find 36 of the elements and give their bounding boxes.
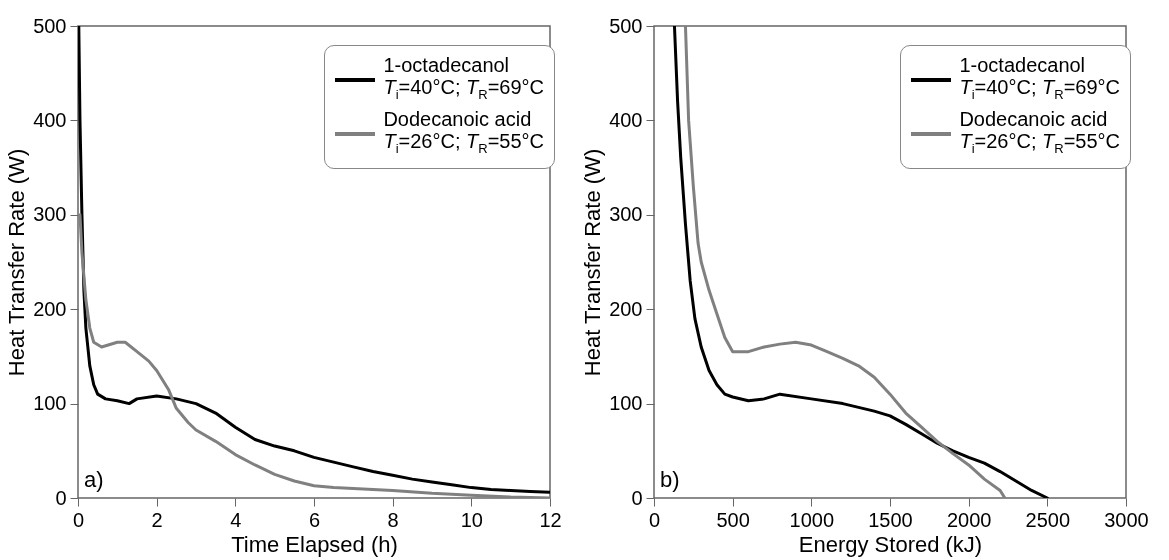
y-tick-label: 500 xyxy=(33,14,67,37)
x-tick-label: 12 xyxy=(539,508,562,531)
legend-label: Dodecanoic acid T$_{i}$=26°C; T$_{R}$=55°C xyxy=(383,108,544,158)
y-tick-label: 0 xyxy=(55,486,67,509)
x-tick-label: 10 xyxy=(460,508,483,531)
y-tick-label: 300 xyxy=(33,203,67,226)
y-tick-label: 200 xyxy=(609,297,643,320)
legend-label: Dodecanoic acid T$_{i}$=26°C; T$_{R}$=55°C xyxy=(959,108,1120,158)
y-axis-title: Heat Transfer Rate (W) xyxy=(4,148,30,377)
x-tick-label: 6 xyxy=(308,508,321,531)
y-tick-label: 400 xyxy=(609,108,643,131)
x-tick-label: 2 xyxy=(151,508,163,531)
y-tick-label: 300 xyxy=(609,203,643,226)
x-tick-label: 500 xyxy=(716,508,750,531)
annotation: a) xyxy=(84,467,104,492)
y-axis-title: Heat Transfer Rate (W) xyxy=(580,148,606,377)
y-tick-label: 400 xyxy=(33,108,67,131)
x-tick-label: 1500 xyxy=(868,508,913,531)
y-tick-label: 100 xyxy=(609,392,643,415)
x-tick-label: 0 xyxy=(648,508,661,531)
x-tick-label: 0 xyxy=(72,508,85,531)
x-tick-label: 2000 xyxy=(946,508,992,531)
legend-label: 1-octadecanol T$_{i}$=40°C; T$_{R}$=69°C xyxy=(383,54,544,104)
y-tick-label: 100 xyxy=(33,392,67,415)
y-tick-label: 0 xyxy=(631,486,643,509)
x-tick-label: 3000 xyxy=(1104,508,1149,531)
annotation: b) xyxy=(660,467,680,492)
x-tick-label: 2500 xyxy=(1025,508,1071,531)
x-tick-label: 4 xyxy=(230,508,242,531)
x-tick-label: 8 xyxy=(387,508,399,531)
y-tick-label: 200 xyxy=(33,297,67,320)
legend-label: 1-octadecanol T$_{i}$=40°C; T$_{R}$=69°C xyxy=(959,54,1120,104)
x-axis-title: Energy Stored (kJ) xyxy=(798,531,983,557)
x-axis-title: Time Elapsed (h) xyxy=(231,531,398,557)
x-tick-label: 1000 xyxy=(789,508,835,531)
y-tick-label: 500 xyxy=(609,14,643,37)
